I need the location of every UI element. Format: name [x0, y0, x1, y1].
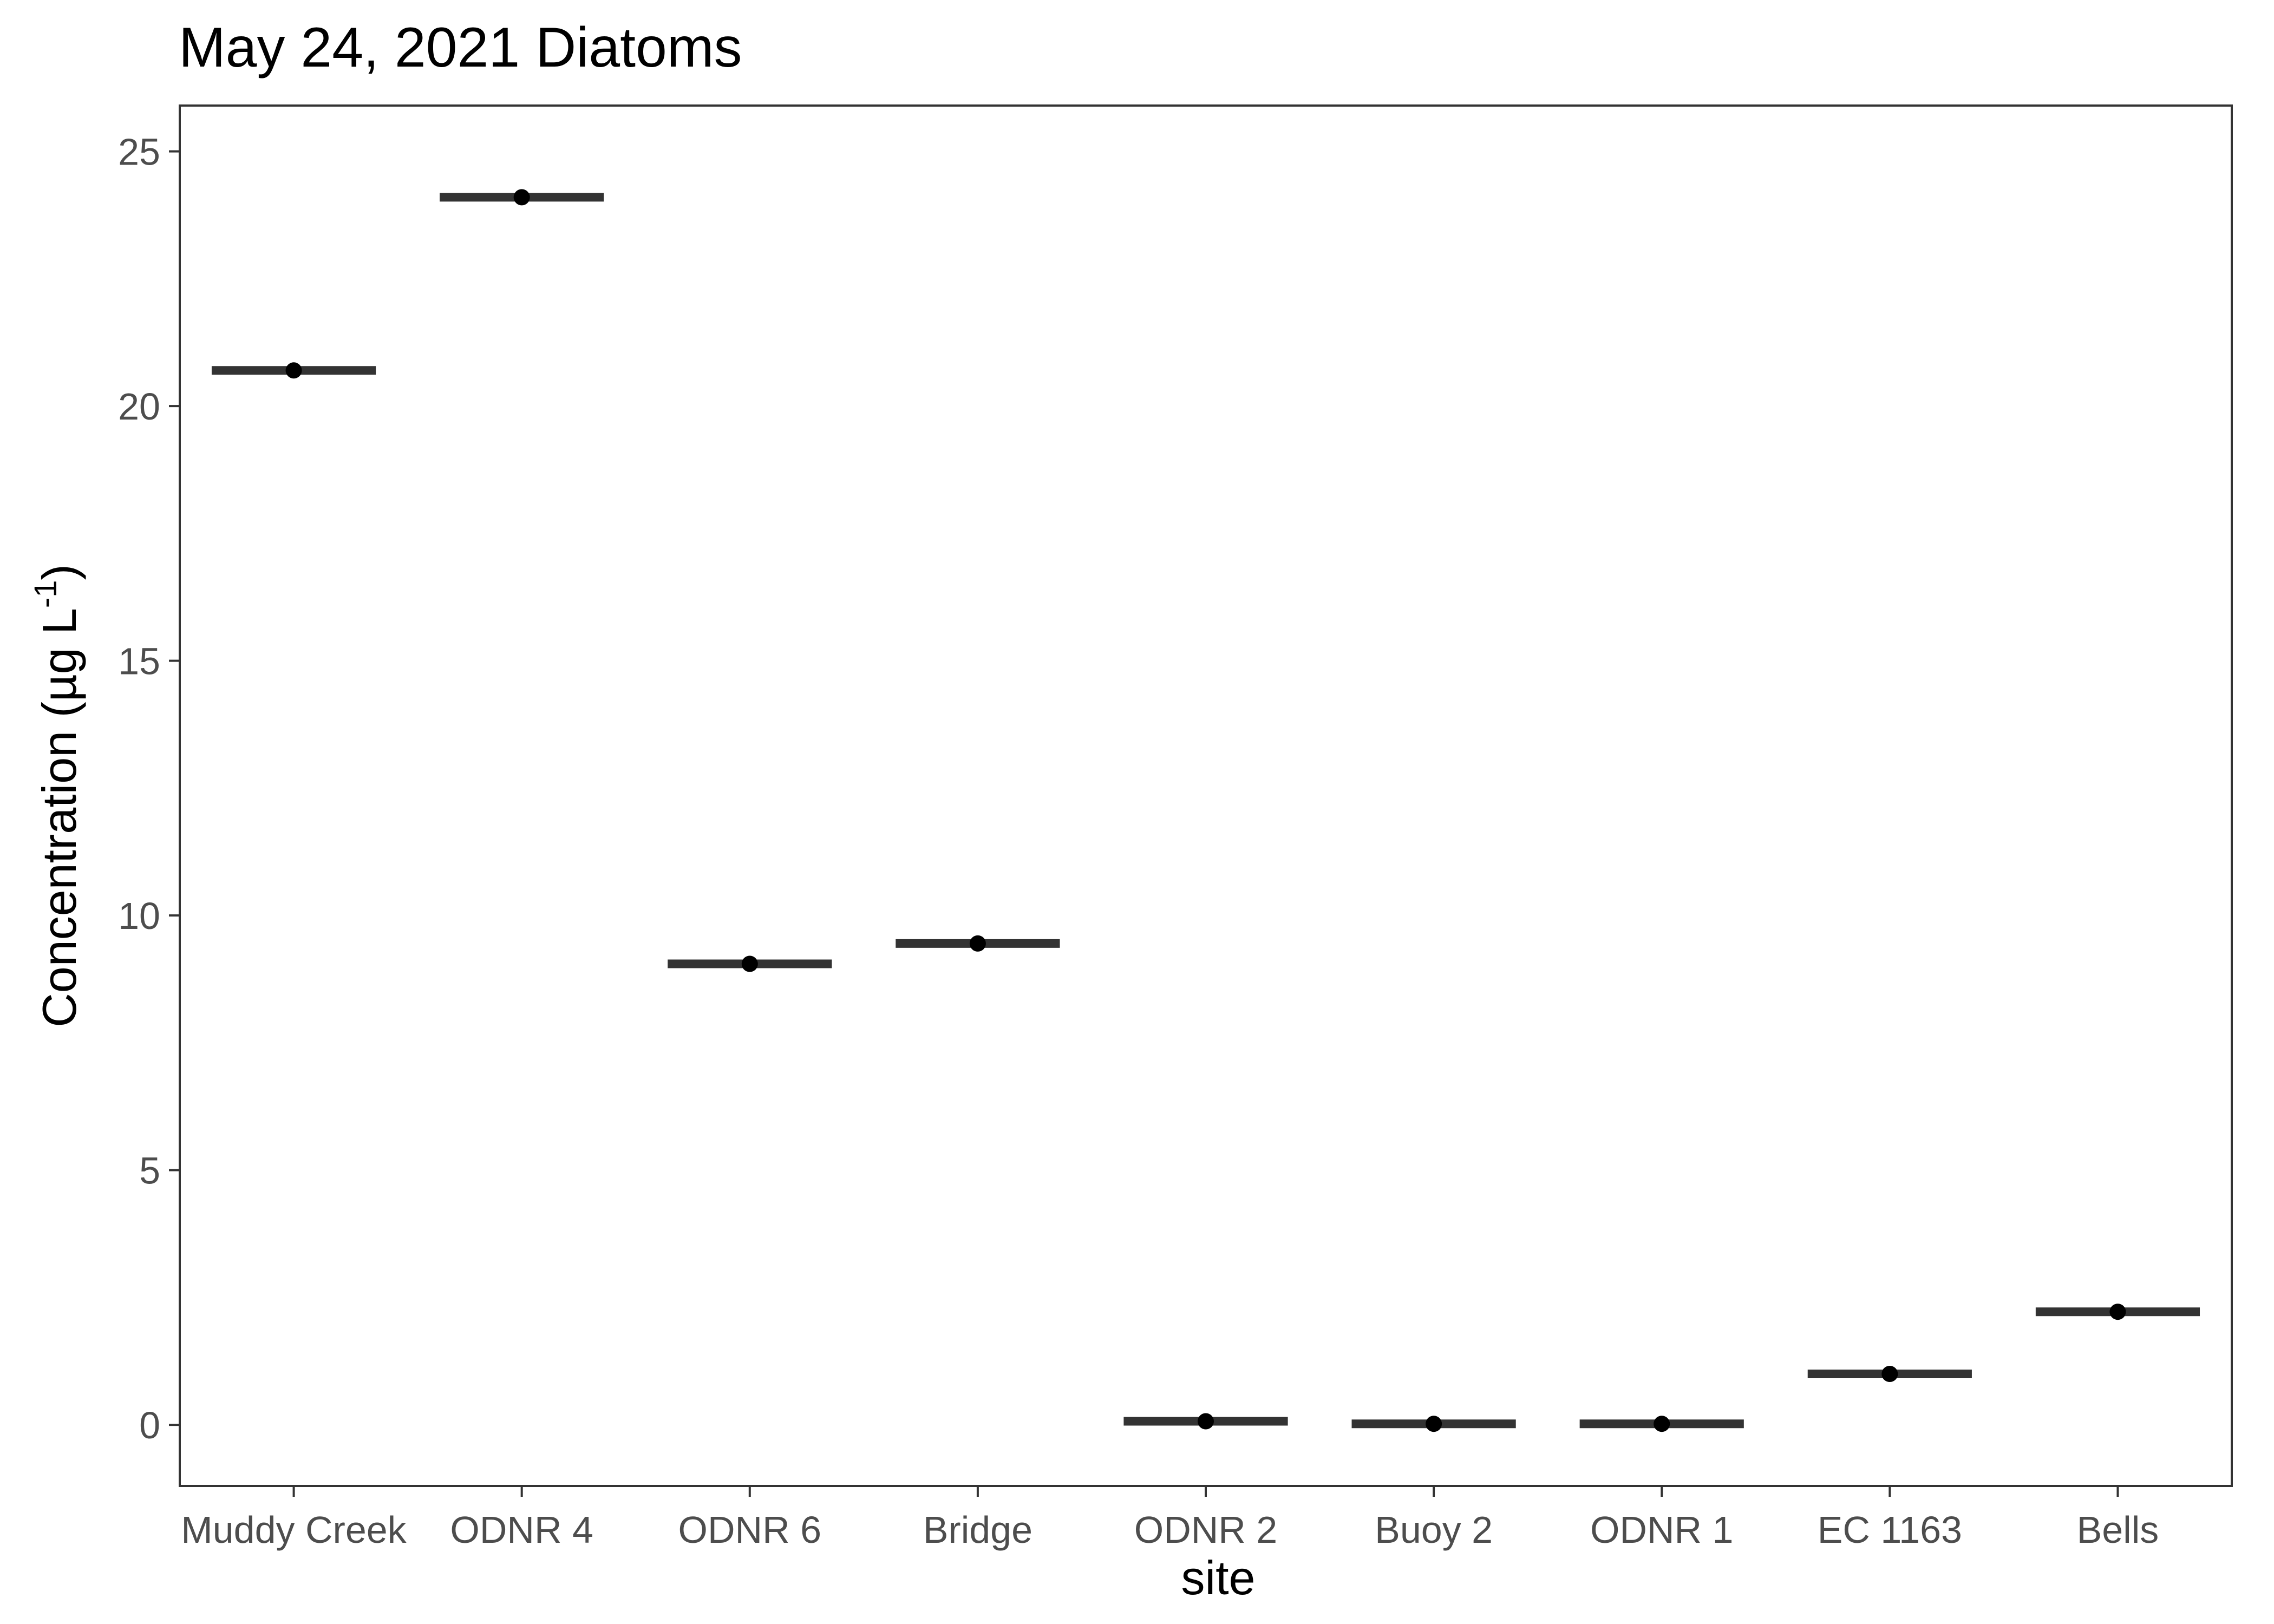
y-axis: 0 5 10 15 20 25	[118, 131, 180, 1446]
data-point-3	[969, 935, 986, 952]
y-axis-title-main: Concentration (µg L	[32, 608, 86, 1027]
x-tick-label-7: EC 1163	[1818, 1509, 1962, 1551]
data-point-4	[1198, 1413, 1214, 1430]
data-point-2	[741, 955, 758, 972]
x-tick-label-1: ODNR 4	[450, 1509, 593, 1551]
plot-marks	[211, 189, 2200, 1432]
x-tick-label-3: Bridge	[923, 1509, 1033, 1551]
data-point-7	[1881, 1365, 1898, 1382]
y-tick-label-5: 25	[118, 131, 160, 173]
data-point-1	[513, 189, 530, 206]
x-tick-label-6: ODNR 1	[1590, 1509, 1733, 1551]
x-axis-title: site	[1181, 1551, 1256, 1605]
data-point-0	[285, 362, 302, 379]
x-tick-label-0: Muddy Creek	[181, 1509, 407, 1551]
y-axis-title: Concentration (µg L-1)	[28, 564, 86, 1027]
data-point-5	[1426, 1416, 1442, 1432]
x-tick-label-4: ODNR 2	[1134, 1509, 1277, 1551]
y-axis-title-superscript: -1	[28, 580, 63, 608]
x-axis: Muddy Creek ODNR 4 ODNR 6 Bridge ODNR 2 Buoy …	[181, 1486, 2159, 1551]
y-tick-label-0: 0	[139, 1404, 160, 1446]
x-tick-label-5: Buoy 2	[1375, 1509, 1493, 1551]
y-axis-title-close: )	[32, 564, 86, 580]
chart-title: May 24, 2021 Diatoms	[179, 16, 742, 79]
x-tick-label-2: ODNR 6	[678, 1509, 821, 1551]
plot-panel	[179, 104, 2233, 1487]
y-tick-label-2: 10	[118, 895, 160, 937]
svg-text:Concentration (µg L-1): Concentration (µg L-1)	[28, 564, 86, 1027]
data-point-8	[2109, 1304, 2126, 1320]
y-tick-label-1: 5	[139, 1150, 160, 1192]
data-point-6	[1654, 1416, 1670, 1432]
y-tick-label-3: 15	[118, 640, 160, 683]
y-tick-label-4: 20	[118, 385, 160, 428]
x-tick-label-8: Bells	[2077, 1509, 2159, 1551]
